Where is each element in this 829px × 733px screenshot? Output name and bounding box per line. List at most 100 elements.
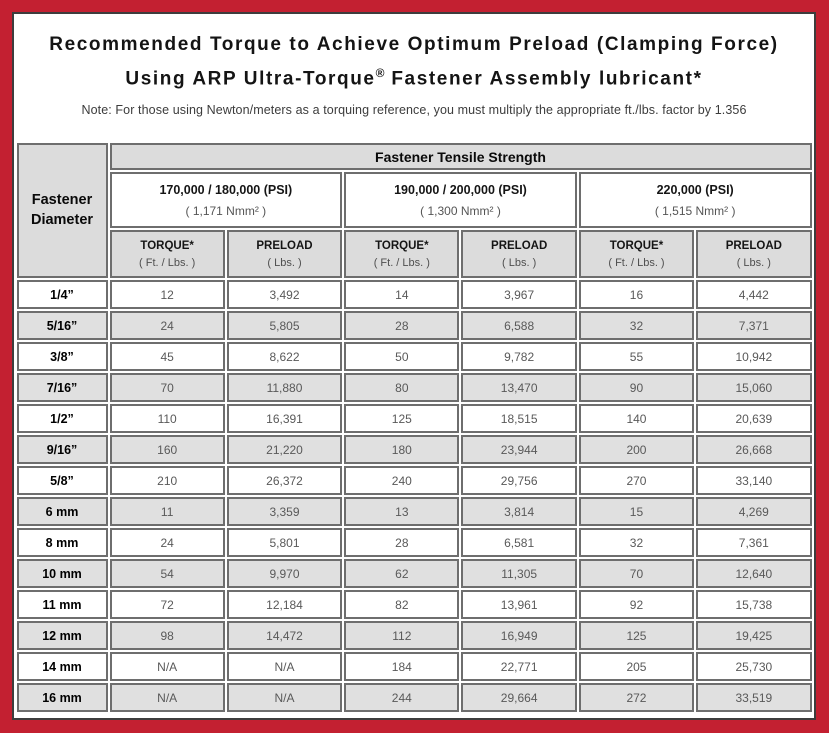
- preload-unit: ( Lbs. ): [267, 256, 302, 269]
- value-cell: 4,269: [696, 497, 812, 526]
- value-cell: 98: [109, 621, 225, 650]
- diameter-cell: 9/16”: [16, 435, 108, 464]
- value-cell: 32: [578, 528, 695, 557]
- note-text: Note: For those using Newton/meters as a…: [81, 103, 747, 118]
- diameter-cell: 1/4”: [16, 280, 108, 309]
- value-cell: 160: [109, 435, 225, 464]
- value-cell: 28: [344, 528, 460, 557]
- diameter-cell: 3/8”: [16, 342, 108, 371]
- value-cell: 24: [109, 311, 225, 340]
- table-row: 16 mm N/A N/A 244 29,664 272 33,519: [16, 683, 812, 712]
- value-cell: 200: [578, 435, 695, 464]
- table-row: 3/8” 45 8,622 50 9,782 55 10,942: [16, 342, 812, 371]
- value-cell: 14,472: [226, 621, 343, 650]
- value-cell: 110: [109, 404, 225, 433]
- preload-label: PRELOAD: [725, 239, 782, 252]
- value-cell: N/A: [226, 652, 343, 681]
- value-cell: 18,515: [461, 404, 577, 433]
- value-cell: 15,060: [696, 373, 812, 402]
- value-cell: 45: [109, 342, 225, 371]
- header-row-units: TORQUE* ( Ft. / Lbs. ) PRELOAD ( Lbs. ) …: [17, 230, 812, 278]
- value-cell: 13: [344, 497, 460, 526]
- value-cell: 29,664: [461, 683, 577, 712]
- table-row: 10 mm 54 9,970 62 11,305 70 12,640: [16, 559, 812, 588]
- table-row: 14 mm N/A N/A 184 22,771 205 25,730: [16, 652, 812, 681]
- value-cell: 3,359: [226, 497, 343, 526]
- torque-unit: ( Ft. / Lbs. ): [608, 256, 665, 269]
- diameter-cell: 8 mm: [16, 528, 108, 557]
- value-cell: 244: [344, 683, 460, 712]
- table-row: 9/16” 160 21,220 180 23,944 200 26,668: [16, 435, 812, 464]
- value-cell: 4,442: [696, 280, 812, 309]
- value-cell: 24: [109, 528, 225, 557]
- value-cell: 72: [109, 590, 225, 619]
- value-cell: 33,140: [696, 466, 812, 495]
- value-cell: 270: [578, 466, 695, 495]
- value-cell: 20,639: [696, 404, 812, 433]
- page-title-line-1: Recommended Torque to Achieve Optimum Pr…: [49, 34, 779, 55]
- table-row: 6 mm 11 3,359 13 3,814 15 4,269: [16, 497, 812, 526]
- value-cell: 5,801: [226, 528, 343, 557]
- value-cell: 15: [578, 497, 695, 526]
- diameter-cell: 16 mm: [16, 683, 108, 712]
- value-cell: 90: [578, 373, 695, 402]
- psi-value-2: 190,000 / 200,000 (PSI): [394, 182, 527, 197]
- page-title-line-2: Using ARP Ultra-Torque® Fastener Assembl…: [14, 59, 814, 93]
- value-cell: 29,756: [461, 466, 577, 495]
- value-cell: 112: [344, 621, 460, 650]
- value-cell: 70: [109, 373, 225, 402]
- value-cell: 23,944: [461, 435, 577, 464]
- nmm-value-2: ( 1,300 Nmm² ): [420, 203, 501, 218]
- value-cell: 210: [109, 466, 225, 495]
- value-cell: 12,184: [226, 590, 343, 619]
- value-cell: 21,220: [226, 435, 343, 464]
- registered-trademark-icon: ®: [375, 66, 385, 80]
- corner-header-line-1: Fastener: [31, 191, 93, 208]
- diameter-cell: 1/2”: [16, 404, 108, 433]
- value-cell: 12,640: [696, 559, 812, 588]
- value-cell: 62: [344, 559, 460, 588]
- value-cell: 70: [578, 559, 695, 588]
- value-cell: 16,391: [226, 404, 343, 433]
- title-line-2-post: Fastener Assembly lubricant*: [384, 68, 703, 90]
- value-cell: 54: [109, 559, 225, 588]
- value-cell: 15,738: [696, 590, 812, 619]
- value-cell: 5,805: [226, 311, 343, 340]
- value-cell: 140: [578, 404, 695, 433]
- value-cell: 26,372: [226, 466, 343, 495]
- value-cell: 272: [578, 683, 695, 712]
- value-cell: 205: [578, 652, 695, 681]
- value-cell: 12: [109, 280, 225, 309]
- torque-header-cell-1: TORQUE* ( Ft. / Lbs. ): [109, 230, 225, 278]
- value-cell: 3,492: [226, 280, 343, 309]
- content-panel: Recommended Torque to Achieve Optimum Pr…: [12, 12, 816, 720]
- diameter-cell: 5/8”: [16, 466, 108, 495]
- diameter-cell: 7/16”: [16, 373, 108, 402]
- value-cell: 6,581: [461, 528, 577, 557]
- value-cell: 25,730: [696, 652, 812, 681]
- psi-value-3: 220,000 (PSI): [656, 182, 734, 197]
- preload-header-cell-2: PRELOAD ( Lbs. ): [461, 230, 577, 278]
- value-cell: 80: [344, 373, 460, 402]
- psi-group-header-1: 170,000 / 180,000 (PSI) ( 1,171 Nmm² ): [109, 172, 343, 228]
- value-cell: 240: [344, 466, 460, 495]
- value-cell: 33,519: [696, 683, 812, 712]
- psi-group-header-3: 220,000 (PSI) ( 1,515 Nmm² ): [578, 172, 812, 228]
- table-row: 5/16” 24 5,805 28 6,588 32 7,371: [16, 311, 812, 340]
- nmm-value-3: ( 1,515 Nmm² ): [654, 203, 736, 218]
- psi-group-header-2: 190,000 / 200,000 (PSI) ( 1,300 Nmm² ): [344, 172, 577, 228]
- table-row: 5/8” 210 26,372 240 29,756 270 33,140: [16, 466, 812, 495]
- preload-label: PRELOAD: [491, 239, 548, 252]
- value-cell: 6,588: [461, 311, 577, 340]
- value-cell: 22,771: [461, 652, 577, 681]
- value-cell: 125: [578, 621, 695, 650]
- psi-value-1: 170,000 / 180,000 (PSI): [159, 182, 293, 197]
- preload-header-cell-1: PRELOAD ( Lbs. ): [226, 230, 343, 278]
- diameter-cell: 12 mm: [16, 621, 108, 650]
- preload-label: PRELOAD: [256, 239, 313, 252]
- torque-unit: ( Ft. / Lbs. ): [373, 256, 430, 269]
- diameter-cell: 5/16”: [16, 311, 108, 340]
- header-row-psi: 170,000 / 180,000 (PSI) ( 1,171 Nmm² ) 1…: [17, 172, 812, 228]
- value-cell: 26,668: [696, 435, 812, 464]
- value-cell: 11,305: [461, 559, 577, 588]
